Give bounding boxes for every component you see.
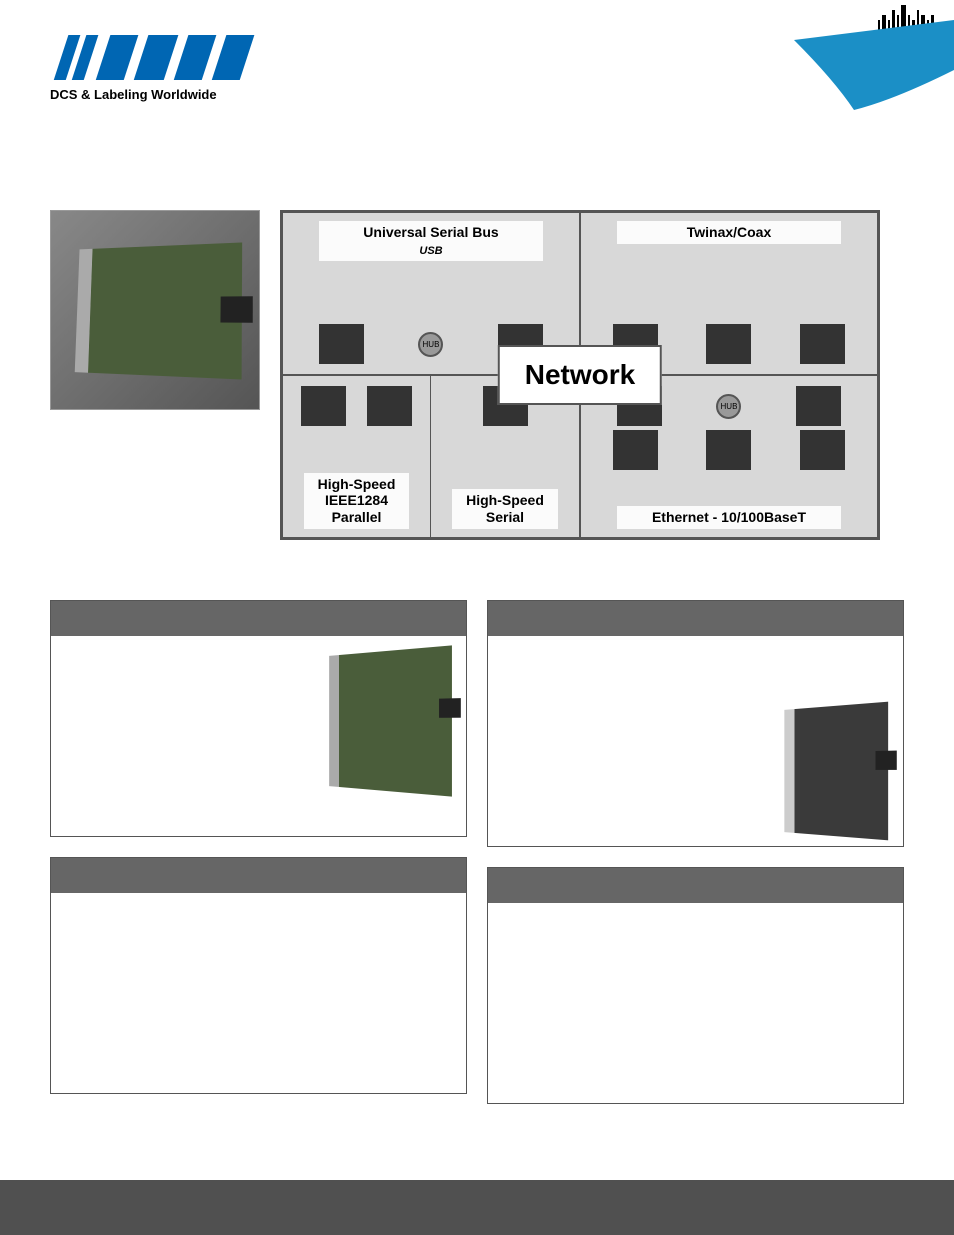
printer-icon <box>706 324 751 364</box>
spec-card-image-1 <box>321 651 451 791</box>
spec-body-4 <box>488 903 903 1103</box>
printer-icon <box>706 430 751 470</box>
cell-parallel-title: High-Speed IEEE1284 Parallel <box>304 473 409 529</box>
hero-card-image <box>50 210 260 410</box>
spec-header-3 <box>488 601 903 636</box>
spec-section <box>0 560 954 1124</box>
page-footer <box>0 1180 954 1235</box>
spec-box-4 <box>487 867 904 1104</box>
spec-card-image-3 <box>778 706 888 836</box>
spec-box-1 <box>50 600 467 837</box>
printer-icon <box>319 324 364 364</box>
spec-box-2 <box>50 857 467 1094</box>
cell-twinax-title: Twinax/Coax <box>617 221 841 244</box>
spec-box-3 <box>487 600 904 847</box>
cell-serial-title: High-Speed Serial <box>452 489 558 529</box>
printer-icon <box>613 430 658 470</box>
printer-icon <box>800 430 845 470</box>
spec-body-3 <box>488 636 903 846</box>
printer-icon <box>301 386 346 426</box>
printer-row <box>291 384 422 428</box>
circuit-board-icon <box>329 645 452 796</box>
spec-body-2 <box>51 893 466 1093</box>
hub-icon: HUB <box>418 332 443 357</box>
printer-row <box>589 428 869 472</box>
network-center-label: Network <box>498 345 662 405</box>
spec-col-left <box>50 600 467 1104</box>
printer-icon <box>367 386 412 426</box>
spec-header-4 <box>488 868 903 903</box>
spec-col-right <box>487 600 904 1104</box>
spec-header-1 <box>51 601 466 636</box>
printer-icon <box>800 324 845 364</box>
network-diagram: Universal Serial Bus USB HUB Twinax/Coax <box>280 210 880 540</box>
printer-icon <box>796 386 841 426</box>
corner-graphic <box>774 0 954 120</box>
circuit-board-icon <box>784 702 888 841</box>
cell-ethernet-title: Ethernet - 10/100BaseT <box>617 506 841 529</box>
spec-body-1 <box>51 636 466 836</box>
swoosh-icon <box>794 20 954 110</box>
cell-usb-title: Universal Serial Bus USB <box>319 221 543 261</box>
page-header: DCS & Labeling Worldwide <box>0 0 954 130</box>
spec-header-2 <box>51 858 466 893</box>
sato-logo: DCS & Labeling Worldwide <box>50 30 270 102</box>
circuit-board-icon <box>75 242 242 379</box>
hub-icon: HUB <box>716 394 741 419</box>
logo-tagline: DCS & Labeling Worldwide <box>50 87 270 102</box>
logo-svg <box>50 30 270 85</box>
hero-section: Universal Serial Bus USB HUB Twinax/Coax <box>0 130 954 560</box>
